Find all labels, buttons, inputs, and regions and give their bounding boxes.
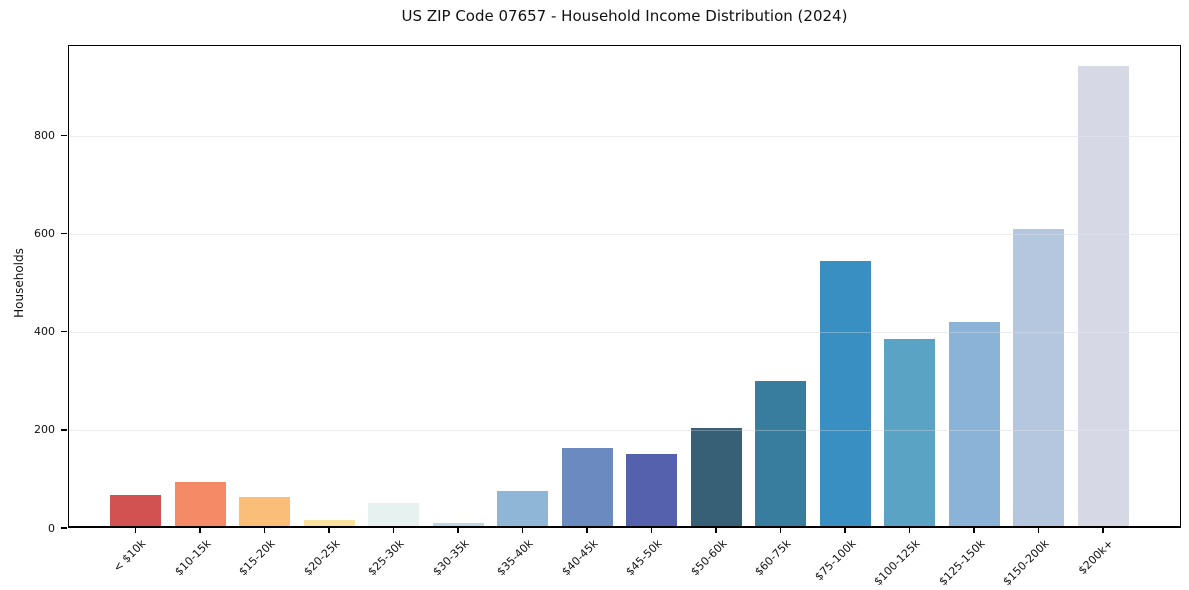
y-tick-label: 600 <box>34 227 55 241</box>
x-tick-label: $15-20k <box>236 537 278 579</box>
x-tick-label: $200k+ <box>1076 537 1117 578</box>
x-tick-label: $35-40k <box>494 537 536 579</box>
x-tick-mark <box>521 528 524 533</box>
bar-$45-50k <box>626 454 677 526</box>
x-tick-label: $40-45k <box>558 537 601 579</box>
x-tick-label: $50-60k <box>687 537 730 579</box>
x-tick-label: $75-100k <box>811 537 859 584</box>
y-tick-mark <box>61 135 67 137</box>
x-tick-mark <box>1102 528 1104 533</box>
x-tick-mark <box>779 528 782 533</box>
x-tick-mark <box>457 528 459 533</box>
y-gridline-overlay <box>69 332 1180 334</box>
y-gridline-overlay <box>69 234 1180 236</box>
bar-$60-75k <box>755 381 806 526</box>
bar-$150-200k <box>1013 228 1064 526</box>
x-tick-label: $125-150k <box>936 537 988 589</box>
bar-$125-150k <box>948 321 1000 526</box>
x-tick-label: $45-50k <box>623 537 665 579</box>
chart-title: US ZIP Code 07657 - Household Income Dis… <box>401 7 848 25</box>
y-tick-mark <box>61 429 67 431</box>
y-tick-mark <box>61 233 67 235</box>
y-gridline <box>69 234 1180 236</box>
y-tick-label: 400 <box>34 325 55 339</box>
y-tick-mark <box>61 331 67 333</box>
x-tick-mark <box>908 528 911 533</box>
y-axis-label: Households <box>12 248 26 318</box>
bar-$50-60k <box>690 428 742 526</box>
x-tick-mark <box>1037 528 1040 533</box>
x-tick-mark <box>586 528 588 533</box>
x-tick-label: $60-75k <box>752 537 794 579</box>
bar-$25-30k <box>368 503 419 526</box>
y-gridline <box>69 332 1180 334</box>
bar-< $10k <box>110 495 161 526</box>
bar-$10-15k <box>174 482 226 526</box>
bar-$40-45k <box>561 447 613 526</box>
x-tick-label: $30-35k <box>429 537 472 579</box>
x-tick-mark <box>715 528 717 533</box>
bar-$30-35k <box>432 522 484 526</box>
bar-$100-125k <box>884 339 935 526</box>
x-tick-label: $100-125k <box>871 537 923 589</box>
x-tick-mark <box>650 528 653 533</box>
bar-$75-100k <box>819 261 871 526</box>
y-tick-label: 200 <box>34 423 55 437</box>
x-tick-mark <box>973 528 975 533</box>
x-tick-label: $25-30k <box>365 537 407 579</box>
bar-$20-25k <box>303 519 355 526</box>
bar-$15-20k <box>239 497 290 526</box>
y-tick-label: 800 <box>34 129 55 143</box>
x-tick-mark <box>328 528 330 533</box>
y-gridline <box>69 430 1180 432</box>
x-tick-label: < $10k <box>111 537 149 575</box>
bar-$200k+ <box>1077 66 1129 526</box>
x-tick-mark <box>134 528 137 533</box>
x-tick-label: $10-15k <box>171 537 214 579</box>
y-gridline <box>69 136 1180 138</box>
bar-$35-40k <box>497 490 548 526</box>
y-gridline-overlay <box>69 136 1180 138</box>
x-tick-label: $150-200k <box>1000 537 1052 589</box>
x-tick-mark <box>263 528 266 533</box>
y-tick-mark <box>61 527 67 529</box>
plot-area <box>68 45 1181 528</box>
x-tick-mark <box>844 528 846 533</box>
y-gridline-overlay <box>69 430 1180 432</box>
x-tick-mark <box>199 528 201 533</box>
x-tick-mark <box>392 528 395 533</box>
y-tick-label: 0 <box>48 521 55 535</box>
x-tick-label: $20-25k <box>300 537 343 579</box>
